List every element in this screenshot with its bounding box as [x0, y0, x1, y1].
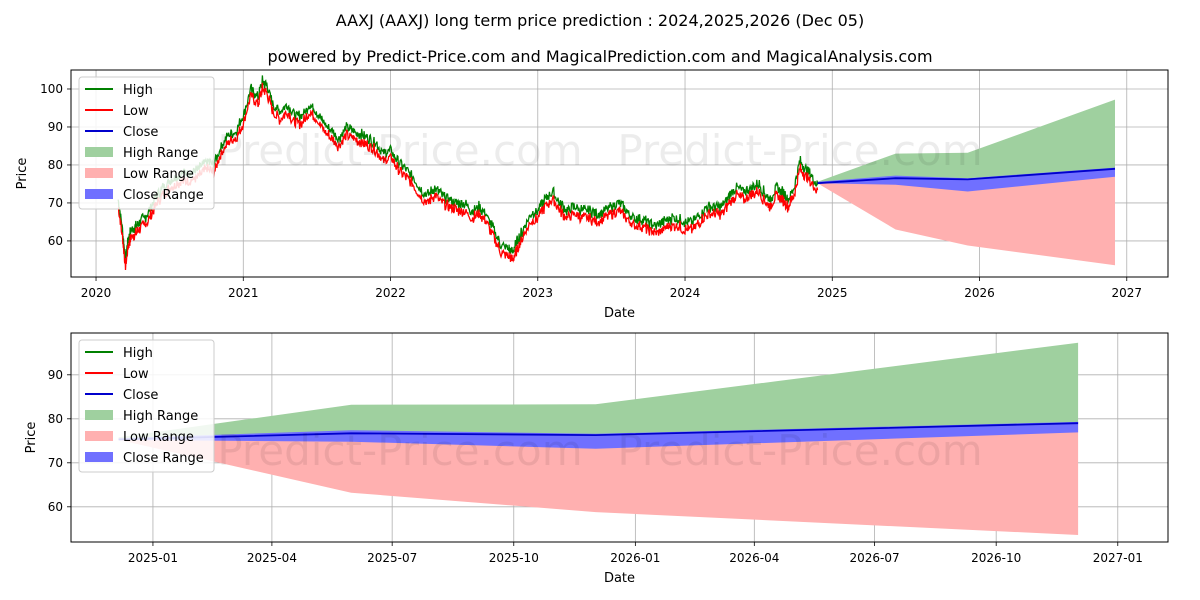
- x-tick-label: 2026: [964, 286, 995, 300]
- bottom-chart-panel: Predict-Price.com Predict-Price.com2025-0…: [24, 332, 1169, 586]
- high-range-band: [817, 99, 1115, 184]
- low-range-band: [118, 423, 1079, 535]
- watermark-text: Predict-Price.com: [617, 426, 982, 475]
- x-tick-label: 2026-10: [971, 551, 1021, 565]
- x-tick-label: 2025-01: [128, 551, 178, 565]
- legend-swatch-high_range: [85, 410, 113, 420]
- x-tick-label: 2025-07: [367, 551, 417, 565]
- top-chart-panel: Predict-Price.com Predict-Price.com Predic…: [15, 69, 1169, 323]
- high-range-band: [118, 342, 1079, 440]
- y-tick-label: 100: [40, 82, 63, 96]
- y-tick-label: 90: [48, 368, 63, 382]
- legend-label-low_range: Low Range: [123, 167, 194, 182]
- chart-subtitle: powered by Predict-Price.com and Magical…: [267, 47, 932, 66]
- x-tick-label: 2027: [1111, 286, 1142, 300]
- legend-swatch-high_range: [85, 147, 113, 157]
- x-tick-label: 2023: [523, 286, 554, 300]
- legend-swatch-close_range: [85, 189, 113, 199]
- axes-frame: [70, 69, 1169, 278]
- x-tick-label: 2025: [817, 286, 848, 300]
- legend-label-close: Close: [123, 125, 158, 140]
- x-tick-label: 2021: [228, 286, 259, 300]
- legend-label-high_range: High Range: [123, 409, 198, 424]
- legend-swatch-close_range: [85, 452, 113, 462]
- x-axis-label: Date: [604, 306, 635, 321]
- x-tick-label: 2025-10: [489, 551, 539, 565]
- x-tick-label: 2020: [81, 286, 112, 300]
- x-tick-label: 2025-04: [247, 551, 297, 565]
- legend-label-high: High: [123, 346, 153, 361]
- y-tick-label: 80: [48, 158, 63, 172]
- legend-label-high_range: High Range: [123, 146, 198, 161]
- high-price-line: [117, 75, 819, 265]
- close-forecast-line: [817, 167, 1116, 185]
- x-axis-label: Date: [604, 571, 635, 586]
- plot-area: Predict-Price.com Predict-Price.com Predic…: [117, 75, 1116, 323]
- tick-marks: 2025-01 2025-04 2025-07 2025-10 2026-01 2026-…: [48, 368, 1143, 565]
- y-tick-label: 80: [48, 412, 63, 426]
- watermark-text: Predict-Price.com: [617, 126, 982, 175]
- chart-title: AAXJ (AAXJ) long term price prediction :…: [336, 11, 864, 30]
- y-tick-label: 60: [48, 500, 63, 514]
- legend-label-high: High: [123, 83, 153, 98]
- low-range-band: [817, 168, 1115, 266]
- y-axis-label: Price: [24, 422, 39, 454]
- legend-label-low: Low: [123, 367, 149, 382]
- legend-label-close: Close: [123, 388, 158, 403]
- legend-swatch-low_range: [85, 431, 113, 441]
- close-forecast-line: [118, 422, 1079, 441]
- low-price-line: [117, 82, 819, 271]
- x-tick-label: 2022: [375, 286, 406, 300]
- y-tick-label: 70: [48, 196, 63, 210]
- legend-label-close_range: Close Range: [123, 451, 204, 466]
- tick-marks: 2020 2021 2022 2023 2024 2025 2026 2027 60 70 80 90…: [40, 82, 1142, 300]
- y-tick-label: 70: [48, 456, 63, 470]
- watermark-text: Predict-Price.com: [217, 274, 582, 323]
- watermark-text: Predict-Price.com: [217, 426, 582, 475]
- y-tick-label: 60: [48, 234, 63, 248]
- watermark-group: Predict-Price.com Predict-Price.com Predic…: [217, 126, 982, 323]
- legend: High Low Close High Range Low Range Close Ran…: [78, 76, 215, 210]
- legend-label-low: Low: [123, 104, 149, 119]
- legend: High Low Close High Range Low Range Close Ran…: [78, 339, 215, 473]
- y-axis-label: Price: [15, 158, 30, 190]
- legend-label-low_range: Low Range: [123, 430, 194, 445]
- watermark-text: Predict-Price.com: [217, 126, 582, 175]
- x-tick-label: 2026-01: [610, 551, 660, 565]
- x-tick-label: 2026-07: [850, 551, 900, 565]
- y-tick-label: 90: [48, 120, 63, 134]
- legend-label-close_range: Close Range: [123, 188, 204, 203]
- watermark-text: Predict-Price.com: [617, 274, 982, 323]
- x-tick-label: 2027-01: [1093, 551, 1143, 565]
- x-tick-label: 2026-04: [729, 551, 779, 565]
- legend-swatch-low_range: [85, 168, 113, 178]
- axes-frame: [70, 332, 1169, 543]
- plot-area: Predict-Price.com Predict-Price.com: [118, 342, 1079, 535]
- x-tick-label: 2024: [670, 286, 701, 300]
- watermark-group: Predict-Price.com Predict-Price.com: [217, 426, 982, 475]
